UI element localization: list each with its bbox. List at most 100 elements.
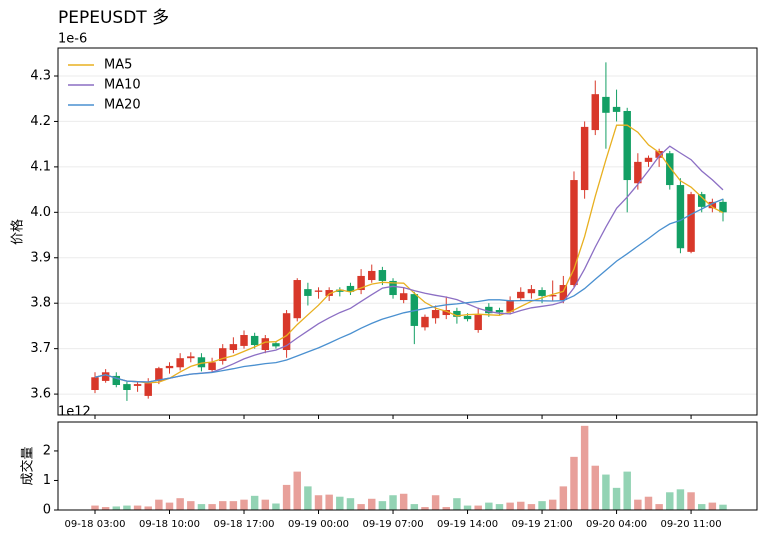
y-axis-label: 价格	[10, 219, 26, 245]
x-tick-label: 09-20 04:00	[586, 519, 647, 530]
candle-body	[708, 201, 717, 209]
volume-bar	[463, 505, 472, 510]
volume-bar	[368, 498, 376, 510]
y-tick-label: 3.7	[30, 341, 51, 356]
volume-bar	[421, 507, 429, 510]
volume-axis-label: 成交量	[20, 446, 36, 485]
candle-body	[612, 106, 621, 112]
volume-bar	[538, 501, 546, 510]
candle-body	[591, 94, 599, 131]
volume-bar	[485, 502, 493, 510]
volume-bar	[399, 493, 408, 510]
volume-bar	[314, 495, 323, 510]
volume-bar	[208, 504, 216, 510]
candle-body	[219, 348, 227, 361]
moving-average-line	[94, 124, 724, 384]
volume-bar	[431, 495, 440, 510]
volume-bar	[219, 501, 227, 510]
volume-bar	[676, 489, 685, 510]
candle-body	[165, 365, 174, 369]
volume-bar	[112, 506, 121, 510]
volume-bar	[666, 492, 674, 510]
x-tick-label: 09-19 14:00	[437, 519, 498, 530]
candle-body	[644, 157, 653, 162]
y-tick-label: 3.8	[30, 296, 51, 311]
candle-body	[527, 289, 536, 294]
volume-bar	[697, 504, 706, 510]
volume-bar	[155, 499, 163, 510]
candle-body	[155, 368, 163, 381]
volume-bar	[655, 504, 663, 510]
y-tick-label: 4.0	[30, 205, 51, 220]
plot-frame	[57, 47, 758, 416]
volume-bar	[591, 465, 599, 510]
volume-bar	[410, 504, 419, 510]
candle-body	[336, 289, 344, 292]
volume-y-tick-label: 0	[43, 503, 51, 518]
volume-bar	[378, 501, 387, 510]
candle-body	[229, 344, 238, 351]
x-tick-label: 09-19 07:00	[363, 519, 424, 530]
volume-bar	[548, 499, 557, 510]
legend-label: MA5	[104, 58, 132, 73]
volume-bar	[187, 501, 195, 510]
volume-bar	[229, 501, 238, 510]
candle-body	[655, 150, 663, 158]
candle-body	[495, 310, 504, 313]
candle-body	[357, 275, 365, 291]
volume-bar	[346, 498, 355, 510]
candle-body	[410, 294, 419, 326]
volume-bar	[602, 474, 610, 510]
candle-body	[272, 343, 280, 347]
volume-bar	[282, 484, 291, 510]
volume-bar	[719, 504, 727, 510]
candle-body	[697, 194, 706, 207]
moving-average-line	[94, 145, 724, 383]
volume-bar	[580, 425, 589, 510]
legend-label: MA10	[104, 78, 141, 93]
y-tick-label: 4.1	[30, 159, 51, 174]
candle-body	[314, 290, 323, 292]
volume-bar	[293, 471, 301, 510]
y-offset-label: 1e-6	[58, 32, 87, 47]
candle-body	[580, 126, 589, 191]
volume-bar	[144, 506, 152, 510]
candle-body	[623, 110, 631, 181]
x-tick-label: 09-18 17:00	[213, 519, 274, 530]
candle-body	[293, 280, 301, 319]
candle-body	[240, 335, 248, 346]
volume-bar	[357, 504, 365, 510]
volume-bar	[612, 487, 621, 510]
volume-bar	[304, 486, 312, 510]
candle-body	[378, 270, 387, 281]
moving-average-line	[94, 198, 724, 383]
chart-title: PEPEUSDT 多	[58, 8, 169, 28]
volume-y-tick-label: 2	[43, 443, 51, 458]
candle-body	[187, 356, 195, 359]
x-tick-label: 09-18 03:00	[64, 519, 125, 530]
candle-body	[144, 383, 152, 396]
volume-bar	[623, 471, 631, 510]
candle-body	[676, 185, 685, 249]
volume-bar	[197, 504, 206, 510]
x-tick-label: 09-19 21:00	[512, 519, 573, 530]
y-tick-label: 4.3	[30, 68, 51, 83]
candle-body	[517, 291, 525, 299]
volume-bar	[123, 505, 131, 510]
candle-body	[453, 310, 461, 317]
volume-bar	[527, 504, 536, 510]
candle-body	[399, 293, 408, 301]
candle-body	[389, 280, 397, 296]
volume-frame	[57, 421, 758, 511]
candle-body	[559, 285, 568, 301]
candle-body	[101, 372, 110, 381]
candle-body	[548, 295, 557, 297]
candle-body	[687, 194, 695, 252]
x-tick-label: 09-18 10:00	[139, 519, 200, 530]
y-tick-label: 4.2	[30, 114, 51, 129]
candle-body	[431, 310, 440, 319]
volume-bar	[453, 498, 461, 510]
y-tick-label: 3.6	[30, 387, 51, 402]
